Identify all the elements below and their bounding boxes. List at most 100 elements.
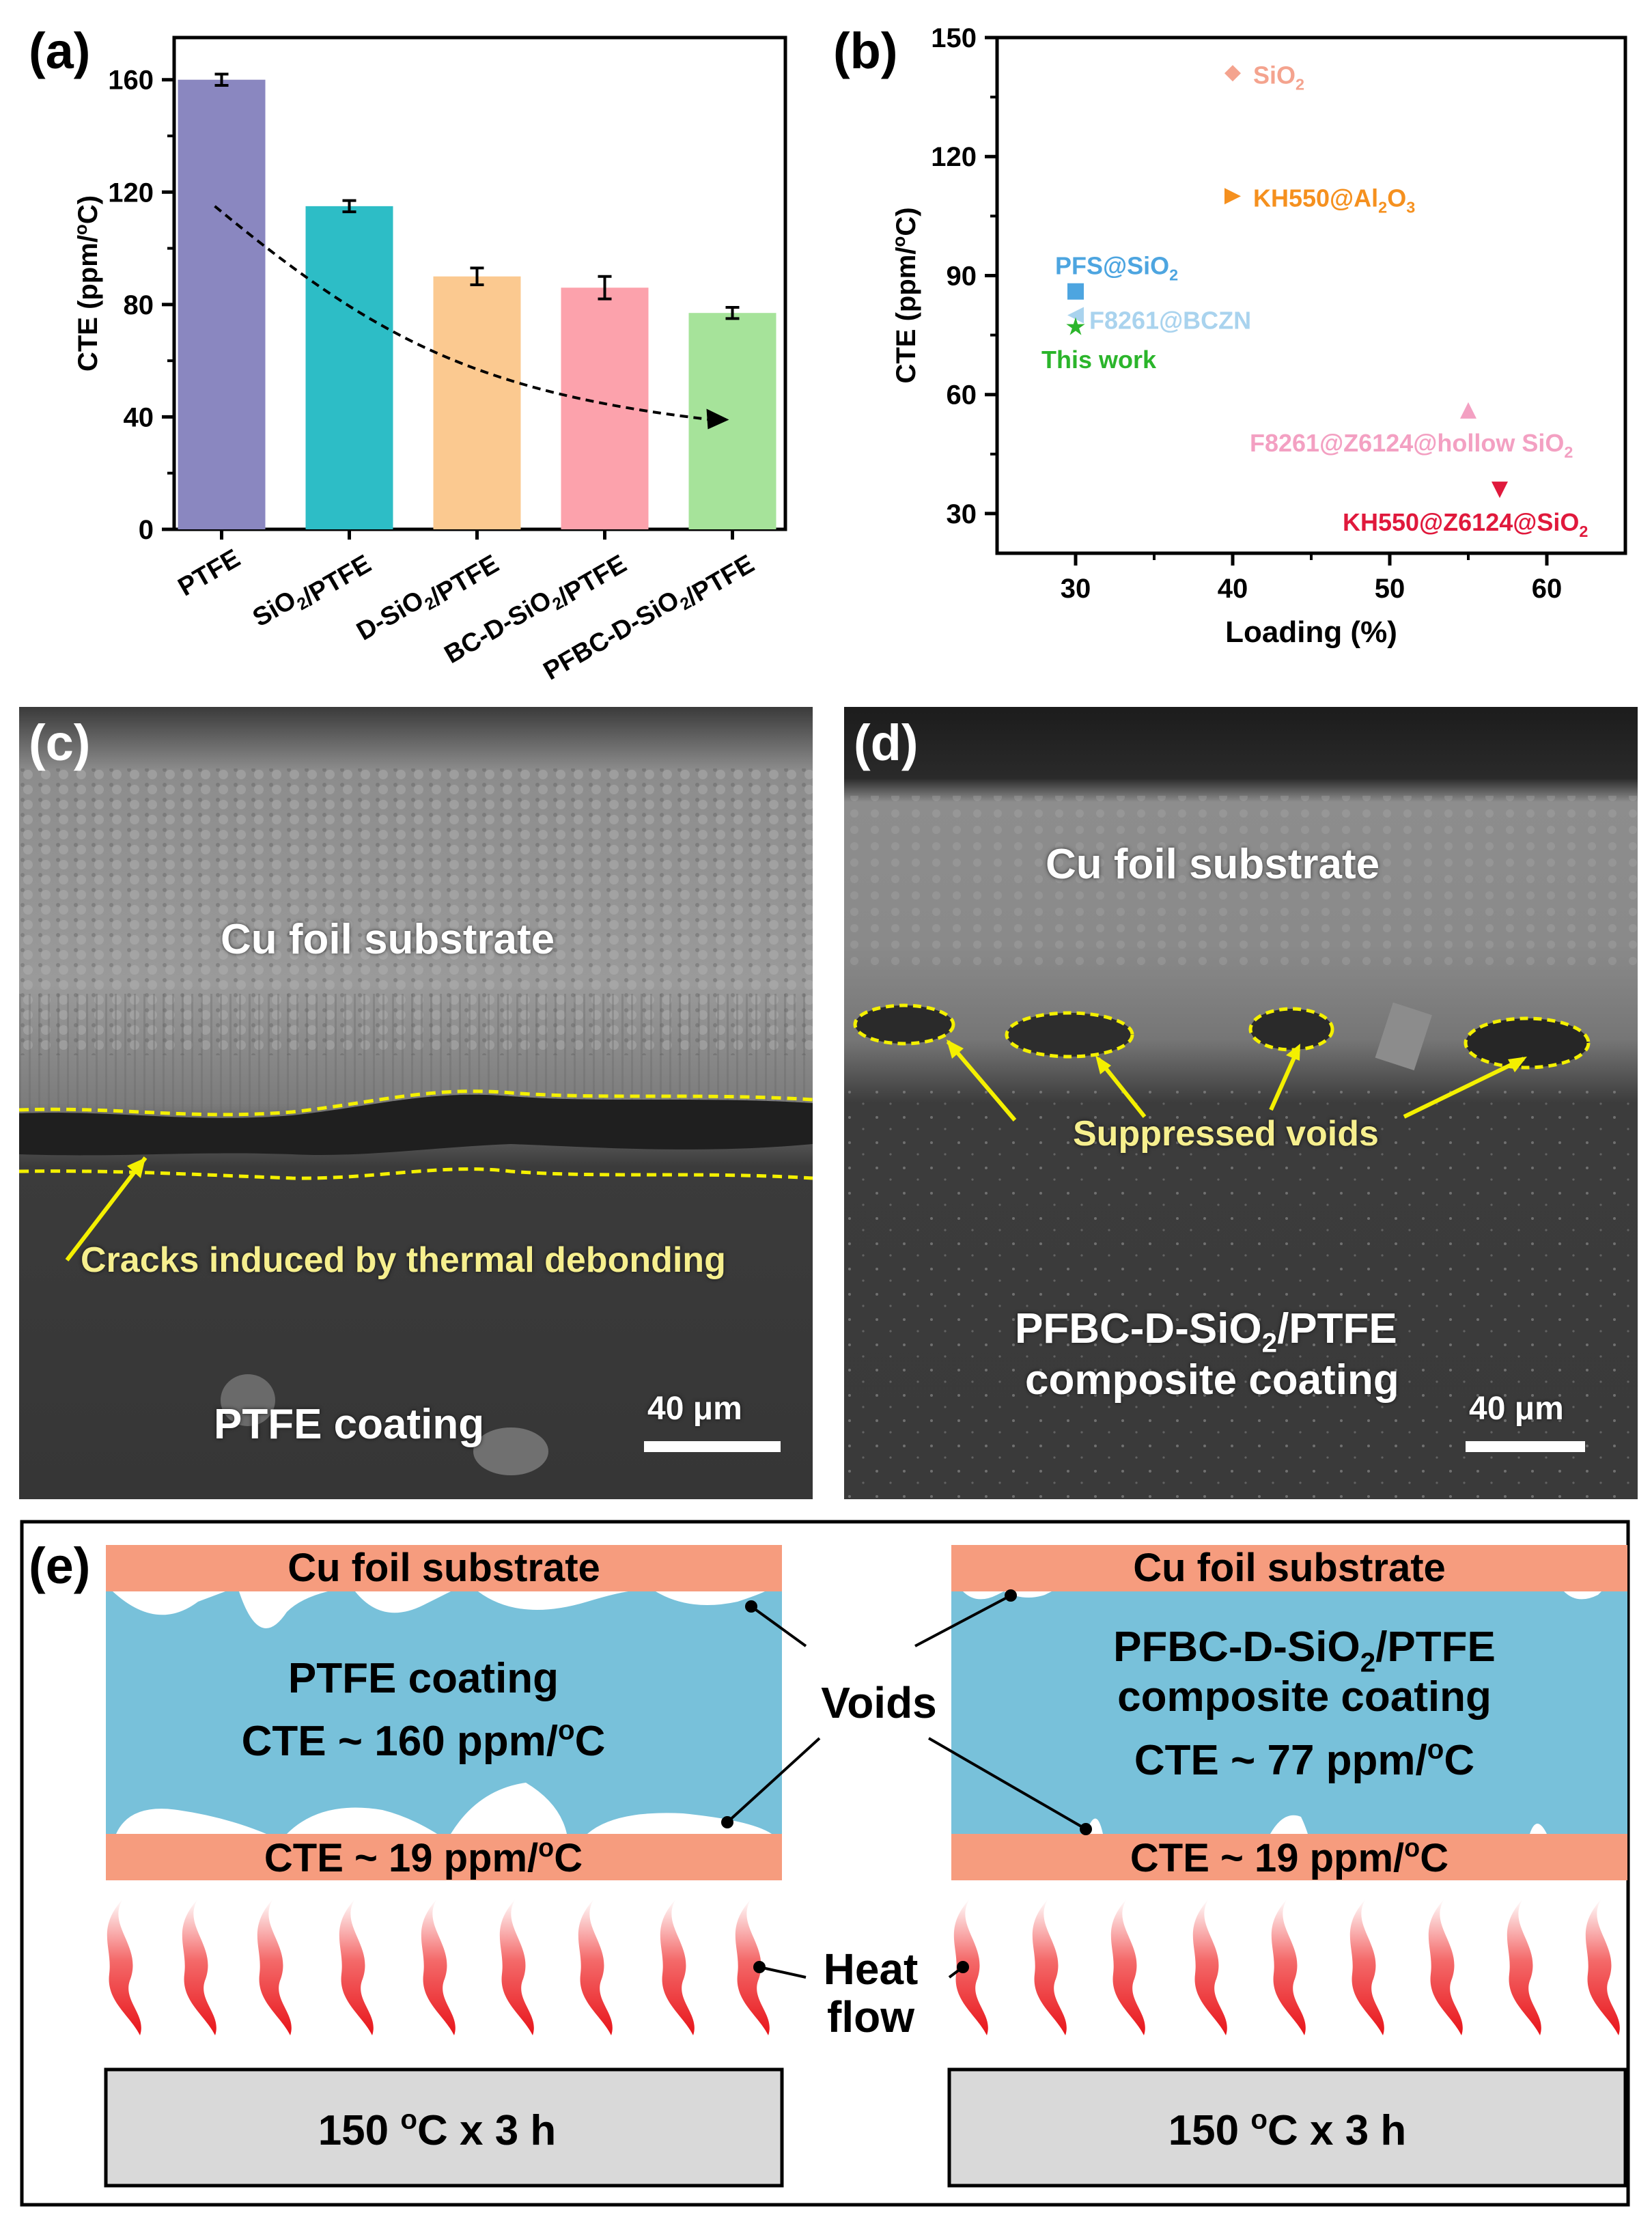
sem-c-substrate-label: Cu foil substrate [221, 916, 555, 963]
scatter-point [1224, 188, 1241, 205]
voids-left-top [113, 1591, 765, 1628]
bar [433, 276, 521, 529]
y-tick-label-b: 150 [931, 23, 977, 53]
heat-flame-icon [1349, 1899, 1384, 2035]
scatter-point-label: This work [1041, 346, 1157, 374]
heat-flame-icon [1032, 1899, 1067, 2035]
heat-flame-icon [1507, 1899, 1541, 2035]
y-tick-label-b: 90 [947, 261, 977, 291]
coating-right-cte: CTE ~ 77 ppm/oC [1134, 1733, 1474, 1784]
heater-left [104, 2067, 784, 2188]
scatter-point [1460, 402, 1476, 419]
heat-flame-icon [107, 1899, 141, 2035]
scatter-point-label: F8261@Z6124@hollow SiO2 [1250, 429, 1573, 461]
heat-flame-icon [578, 1899, 613, 2035]
cu-bottom-left [106, 1834, 782, 1880]
y-axis-label-b: CTE (ppm/oC) [888, 207, 921, 383]
x-tick-label-a: PTFE [173, 544, 245, 602]
x-axis-label-b: Loading (%) [1225, 615, 1397, 649]
cu-top-right-label: Cu foil substrate [1133, 1546, 1446, 1590]
cu-top-left [106, 1545, 782, 1591]
sem-c-scale-text: 40 μm [647, 1391, 742, 1427]
sem-d-coating-label-1: PFBC-D-SiO2/PTFE [1015, 1305, 1397, 1359]
sem-d-texture [844, 707, 1638, 1499]
y-tick-label-a: 160 [108, 66, 154, 96]
sem-d-voids-label: Suppressed voids [1073, 1114, 1379, 1154]
scatter-point-label: KH550@Z6124@SiO2 [1343, 508, 1588, 540]
bar [178, 79, 266, 529]
sem-d-substrate-label: Cu foil substrate [1046, 841, 1380, 888]
bar [561, 288, 649, 529]
sem-d-scale-text: 40 μm [1469, 1391, 1564, 1427]
panel-letter-d: (d) [854, 714, 919, 771]
scatter-point-label: F8261@BCZN [1089, 307, 1251, 335]
heat-label-2: flow [827, 1992, 914, 2042]
coating-right-label-2: composite coating [1117, 1673, 1492, 1721]
voids-pointers [721, 1589, 1092, 1835]
y-tick-label-a: 40 [124, 402, 154, 432]
heat-flame-icon [257, 1899, 292, 2035]
cu-bottom-right-cte: CTE ~ 19 ppm/oC [1130, 1833, 1448, 1880]
heat-flame-icon [660, 1899, 695, 2035]
heat-flame-icon [1192, 1899, 1227, 2035]
sem-c-scalebar [644, 1441, 781, 1452]
scatter-point [1067, 283, 1084, 300]
panel-letter-a: (a) [29, 23, 90, 79]
heat-flame-icon [735, 1899, 770, 2035]
voids-right [963, 1591, 1601, 1834]
trend-arrow-line [214, 205, 712, 421]
cu-bottom-right [951, 1834, 1627, 1880]
heat-flame-icon [182, 1899, 216, 2035]
heat-flame-icon [339, 1899, 374, 2035]
x-tick-label-a: PFBC-D-SiO2/PTFE [539, 544, 759, 690]
bar [305, 206, 393, 529]
y-tick-label-a: 0 [139, 515, 154, 545]
y-axis-label-a: CTE (ppm/oC) [70, 195, 103, 372]
panel-letter-b: (b) [833, 23, 898, 79]
y-tick-label-b: 30 [947, 499, 977, 529]
sem-c-texture [19, 707, 813, 1499]
heat-pointers [753, 1961, 969, 1979]
heat-flow-flames [107, 1899, 1620, 2035]
sem-image-c: Cu foil substrate Cracks induced by ther… [19, 707, 813, 1499]
coating-right-label-1: PFBC-D-SiO2​/PTFE [1113, 1624, 1496, 1678]
heater-right [947, 2067, 1627, 2188]
sem-c-crack-label: Cracks induced by thermal debonding [81, 1240, 726, 1280]
trend-arrow-head [706, 408, 729, 430]
sem-c-coating-label: PTFE coating [214, 1401, 485, 1448]
y-tick-label-a: 80 [124, 290, 154, 320]
scatter-point [1067, 307, 1084, 324]
cu-top-right [951, 1545, 1627, 1591]
heat-label-1: Heat [824, 1945, 919, 1994]
coating-left-label: PTFE coating [288, 1655, 559, 1702]
heat-flame-icon [1428, 1899, 1463, 2035]
x-tick-label-b: 50 [1375, 574, 1405, 604]
panel-letter-e: (e) [29, 1537, 90, 1594]
voids-label: Voids [821, 1678, 937, 1727]
sem-d-scalebar [1466, 1441, 1585, 1452]
scatter-point [1066, 317, 1085, 335]
heat-flame-icon [953, 1899, 988, 2035]
scatter-point-label: PFS@SiO2 [1055, 252, 1178, 284]
scatter-chart-b: (b) 30 60 90 120 150 30 40 50 60 Loading (%) CTE (… [833, 23, 1627, 649]
bar [688, 313, 776, 529]
coating-left [106, 1591, 782, 1834]
heat-flame-icon [499, 1899, 534, 2035]
plot-frame-b [995, 36, 1627, 555]
panel-letter-c: (c) [29, 714, 91, 771]
heat-flame-icon [1271, 1899, 1306, 2035]
voids-left-bottom [116, 1783, 772, 1834]
scatter-point-label: SiO2 [1253, 61, 1304, 93]
coating-left-cte: CTE ~ 160 ppm/oC [242, 1714, 606, 1765]
y-tick-label-b: 120 [931, 142, 977, 172]
heat-flame-icon [1585, 1899, 1620, 2035]
coating-right [951, 1591, 1627, 1834]
y-tick-label-b: 60 [947, 380, 977, 410]
cu-bottom-left-cte: CTE ~ 19 ppm/oC [264, 1833, 583, 1880]
heater-left-label: 150 oC x 3 h [318, 2104, 557, 2154]
sem-image-d: Cu foil substrate Suppressed voids PFBC-… [844, 707, 1638, 1499]
heater-right-label: 150 oC x 3 h [1168, 2104, 1407, 2154]
y-tick-label-a: 120 [108, 178, 154, 208]
scatter-point [1492, 482, 1508, 499]
